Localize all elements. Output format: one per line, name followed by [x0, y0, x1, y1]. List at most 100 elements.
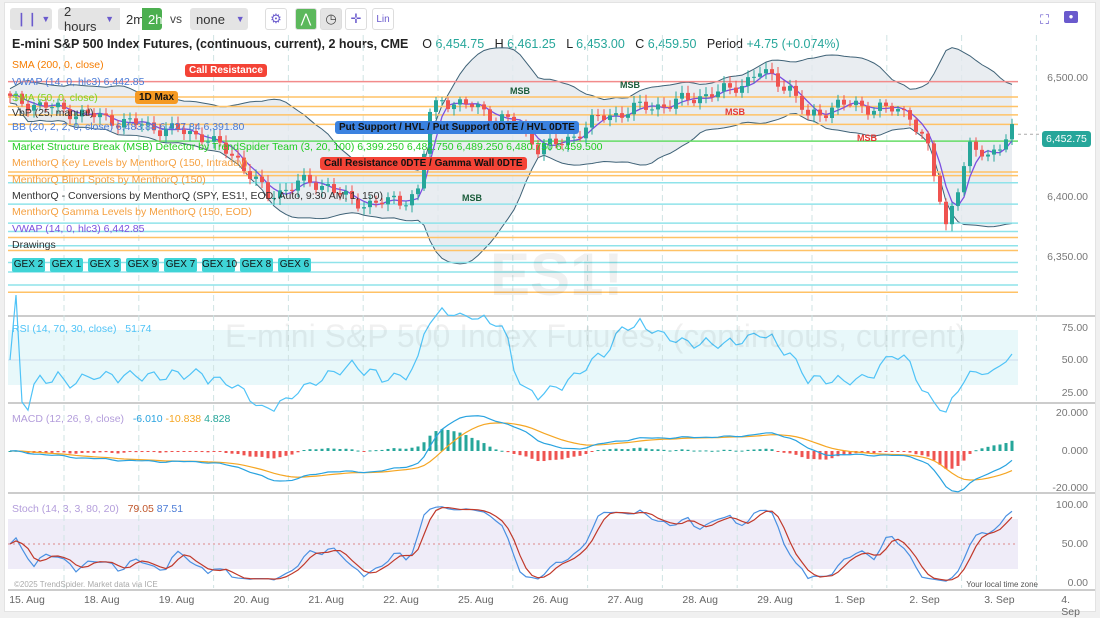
- candle-body: [392, 195, 396, 198]
- time-button[interactable]: ◷: [320, 8, 342, 30]
- stoch-k-value: 79.05: [127, 503, 154, 515]
- candle-body: [680, 92, 684, 99]
- candle-body: [548, 138, 552, 144]
- indicator-legend[interactable]: SMA (50, 0, close): [12, 92, 98, 104]
- macd-histogram-bar: [752, 449, 756, 451]
- chart-type-button[interactable]: ❘❘ ▼: [10, 8, 52, 30]
- indicator-legend[interactable]: VbP (25, manual): [12, 107, 94, 119]
- macd-histogram-bar: [80, 451, 84, 453]
- macd-histogram-bar: [602, 449, 606, 451]
- watermark-name: E-mini S&P 500 Index Futures, (continuou…: [225, 318, 967, 354]
- gex-badge: GEX 1: [50, 258, 83, 272]
- candle-body: [782, 86, 786, 91]
- chevron-down-icon: ▼: [105, 14, 114, 24]
- indicator-legend[interactable]: SMA (200, 0, close): [12, 59, 104, 71]
- settings-button[interactable]: ⚙: [265, 8, 287, 30]
- macd-histogram-bar: [116, 451, 120, 454]
- macd-line: [9, 415, 1013, 493]
- candle-body: [764, 69, 768, 74]
- date-axis-label: 1. Sep: [834, 594, 865, 606]
- candle-body: [638, 101, 642, 103]
- watermark-symbol: ES1!: [490, 241, 624, 308]
- period-value: +4.75 (+0.074%): [746, 37, 840, 51]
- indicator-legend[interactable]: MenthorQ Blind Spots by MenthorQ (150): [12, 174, 206, 186]
- macd-histogram-bar: [530, 451, 534, 459]
- compare-select[interactable]: none ▼: [190, 8, 248, 30]
- period-label: Period: [706, 37, 744, 51]
- camera-icon[interactable]: ●: [1064, 11, 1078, 23]
- candle-body: [38, 102, 42, 106]
- indicator-legend[interactable]: Market Structure Break (MSB) Detector by…: [12, 141, 603, 153]
- candle-body: [830, 107, 834, 118]
- macd-legend-label: MACD (12, 26, 9, close): [12, 413, 125, 425]
- macd-histogram-bar: [596, 450, 600, 452]
- indicator-legend[interactable]: BB (20, 2, 2, 0, close) 6,483.88 6,427.8…: [12, 121, 245, 133]
- symbol-name: E-mini S&P 500 Index Futures, (continuou…: [12, 37, 409, 51]
- stoch-k-line: [9, 506, 1013, 582]
- macd-axis-label: -20.000: [1052, 482, 1088, 494]
- candle-body: [950, 205, 954, 225]
- msb-label: MSB: [725, 107, 746, 117]
- linear-scale-button[interactable]: Lin: [372, 8, 394, 30]
- indicator-legend[interactable]: MenthorQ Key Levels by MenthorQ (150, In…: [12, 157, 248, 169]
- fullscreen-icon[interactable]: ⛶: [1040, 12, 1050, 27]
- macd-histogram-bar: [518, 451, 522, 456]
- indicator-legend[interactable]: VWAP (14, 0, hlc3) 6,442.85: [12, 76, 145, 88]
- candle-body: [620, 113, 624, 118]
- auto-patterns-button[interactable]: ⋀: [295, 8, 317, 30]
- macd-histogram-bar: [218, 451, 222, 452]
- date-axis-label: 3. Sep: [984, 594, 1015, 606]
- candle-body: [236, 155, 240, 158]
- macd-histogram-bar: [500, 450, 504, 452]
- interval-2m-button[interactable]: 2m: [120, 8, 144, 30]
- rsi-legend-label: RSI (14, 70, 30, close): [12, 323, 117, 335]
- candle-body: [158, 130, 162, 137]
- put-support-badge: Put Support / HVL / Put Support 0DTE / H…: [335, 121, 579, 134]
- low-label: L: [566, 37, 573, 51]
- macd-histogram-bar: [278, 451, 282, 458]
- candle-body: [632, 102, 636, 115]
- macd-histogram-bar: [140, 451, 144, 453]
- macd-histogram-bar: [986, 446, 990, 451]
- macd-histogram-bar: [872, 451, 876, 454]
- candle-body: [794, 85, 798, 96]
- macd-histogram-bar: [902, 451, 906, 452]
- macd-histogram-bar: [50, 451, 54, 453]
- macd-histogram-bar: [56, 451, 60, 453]
- macd-histogram-bar: [440, 429, 444, 451]
- close-value: 6,459.50: [647, 37, 697, 51]
- macd-histogram-bar: [92, 451, 96, 453]
- candle-body: [212, 136, 216, 142]
- macd-histogram-bar: [446, 430, 450, 451]
- candle-body: [50, 107, 54, 109]
- macd-histogram-bar: [176, 451, 180, 452]
- candle-body: [458, 99, 462, 105]
- macd-histogram-bar: [428, 435, 432, 451]
- macd-histogram-bar: [620, 449, 624, 451]
- crosshair-button[interactable]: ✛: [345, 8, 367, 30]
- timezone-button[interactable]: Your local time zone: [966, 580, 1038, 589]
- candle-body: [260, 176, 264, 183]
- macd-histogram-bar: [716, 450, 720, 452]
- date-axis-label: 20. Aug: [233, 594, 270, 606]
- indicator-legend[interactable]: MenthorQ Gamma Levels by MenthorQ (150, …: [12, 206, 252, 218]
- date-axis-label: 19. Aug: [158, 594, 195, 606]
- candle-body: [356, 198, 360, 209]
- candle-body: [980, 149, 984, 157]
- candle-body: [122, 118, 126, 128]
- macd-histogram-bar: [584, 451, 588, 455]
- macd-histogram-bar: [98, 451, 102, 453]
- indicator-legend[interactable]: MenthorQ - Conversions by MenthorQ (SPY,…: [12, 190, 383, 202]
- indicator-legend[interactable]: VWAP (14, 0, hlc3) 6,442.85: [12, 223, 145, 235]
- candle-body: [788, 85, 792, 91]
- macd-histogram-bar: [302, 450, 306, 452]
- candle-body: [740, 86, 744, 93]
- interval-2h-button[interactable]: 2h: [142, 8, 162, 30]
- macd-histogram-bar: [350, 449, 354, 451]
- interval-select[interactable]: 2 hours ▼: [58, 4, 120, 34]
- candle-body: [554, 138, 558, 145]
- macd-histogram-bar: [506, 451, 510, 453]
- candle-body: [812, 109, 816, 116]
- indicator-legend[interactable]: Drawings: [12, 239, 56, 251]
